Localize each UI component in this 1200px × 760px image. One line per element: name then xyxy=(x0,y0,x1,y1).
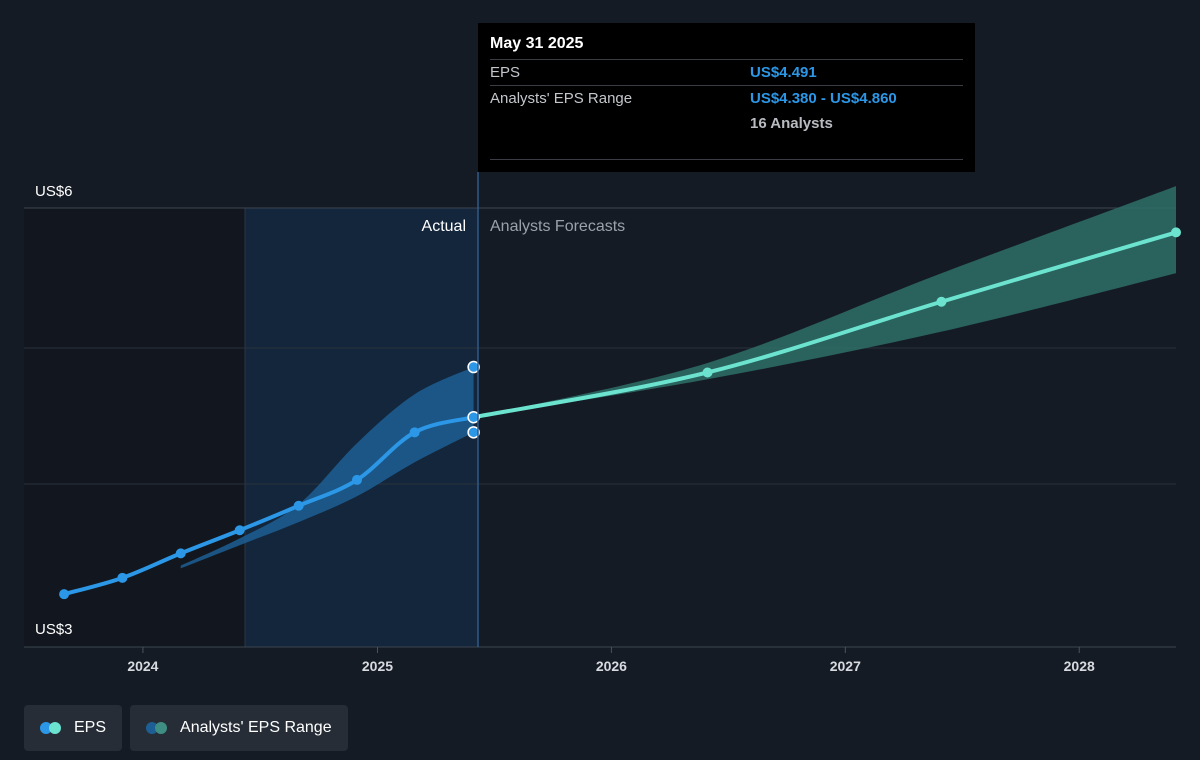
legend-eps-label: EPS xyxy=(74,719,107,736)
x-axis: 2024 2025 2026 2027 2028 xyxy=(127,647,1095,674)
x-tick-label: 2026 xyxy=(596,658,627,674)
eps-point-forecast xyxy=(702,367,713,378)
tooltip-range-label: Analysts' EPS Range xyxy=(490,90,633,107)
grid-lines xyxy=(24,207,1176,648)
eps-point-actual xyxy=(409,427,420,438)
eps-point-forecast xyxy=(1171,227,1181,238)
tooltip-date: May 31 2025 xyxy=(490,35,584,52)
legend-range-button[interactable]: Analysts' EPS Range xyxy=(130,705,348,751)
x-tick-label: 2028 xyxy=(1064,658,1095,674)
tooltip-analysts-count: 16 Analysts xyxy=(750,115,833,132)
eps-current-marker xyxy=(467,410,480,424)
tooltip-range-value: US$4.380 - US$4.860 xyxy=(750,90,897,107)
tooltip-row-analysts: 16 Analysts xyxy=(490,111,963,136)
eps-legend-icon xyxy=(40,722,64,734)
tooltip-row-eps: EPS US$4.491 xyxy=(490,59,963,85)
x-tick-label: 2027 xyxy=(830,658,861,674)
eps-lines xyxy=(62,230,1178,597)
y-tick-top: US$6 xyxy=(35,183,73,200)
eps-chart: 2024 2025 2026 2027 2028 US$6 US$3 Actual An… xyxy=(24,172,1181,674)
tooltip-divider xyxy=(490,159,963,160)
actual-label: Actual xyxy=(422,218,466,235)
eps-point-actual xyxy=(117,572,128,583)
legend-range-label: Analysts' EPS Range xyxy=(180,719,332,736)
eps-point-actual xyxy=(175,548,186,559)
past-region-shade xyxy=(24,208,245,647)
tooltip-eps-label: EPS xyxy=(490,64,521,81)
legend-eps-button[interactable]: EPS xyxy=(24,705,123,751)
range-low-marker xyxy=(467,426,480,439)
eps-point-actual xyxy=(59,589,70,600)
forecast-label: Analysts Forecasts xyxy=(490,218,625,235)
range-legend-icon xyxy=(146,722,170,734)
eps-line-actual xyxy=(62,415,476,597)
eps-point-actual xyxy=(293,500,304,511)
eps-points xyxy=(59,227,1181,600)
range-band-forecast xyxy=(473,186,1176,418)
y-tick-bottom: US$3 xyxy=(35,621,73,638)
tooltip-row-range: Analysts' EPS Range US$4.380 - US$4.860 xyxy=(490,85,963,111)
range-high-marker xyxy=(467,360,480,374)
x-tick-label: 2024 xyxy=(127,658,158,674)
eps-point-forecast xyxy=(936,296,947,307)
range-bands xyxy=(180,186,1176,569)
tooltip-eps-value: US$4.491 xyxy=(750,64,817,81)
eps-point-actual xyxy=(234,525,245,536)
range-band-actual xyxy=(180,367,474,569)
x-tick-label: 2025 xyxy=(362,658,393,674)
eps-line-forecast xyxy=(471,230,1178,420)
legend: EPS Analysts' EPS Range xyxy=(24,705,348,751)
tooltip: May 31 2025 EPS US$4.491 Analysts' EPS R… xyxy=(478,23,975,172)
eps-point-actual xyxy=(351,474,362,485)
